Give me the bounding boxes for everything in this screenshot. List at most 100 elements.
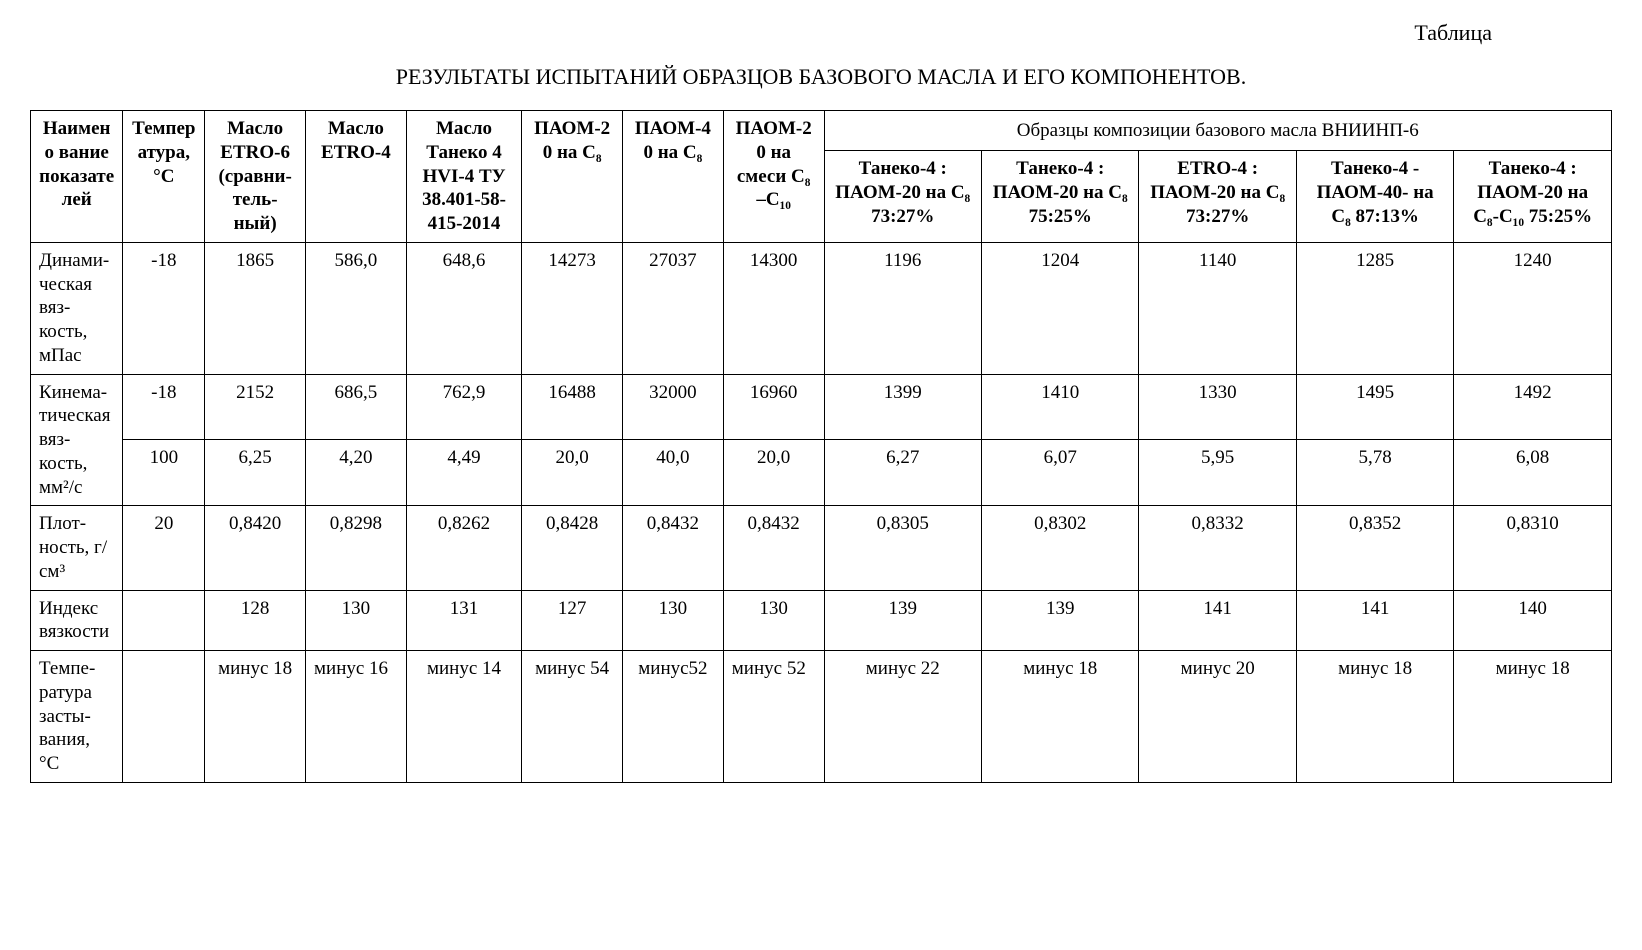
cell: 27037	[623, 242, 724, 374]
cell: 6,25	[205, 440, 306, 506]
cell-temp: -18	[123, 374, 205, 440]
table-row: Динами-ческая вяз-кость, мПас -18 1865 5…	[31, 242, 1612, 374]
col-etro4: Масло ETRO-4	[306, 111, 407, 243]
cell-name: Индекс вязкости	[31, 590, 123, 651]
table-head: Наимено вание показате лей Темпер атура,…	[31, 111, 1612, 243]
col-sub1: Танеко-4 : ПАОМ-20 на C₈ 73:27%	[824, 151, 981, 243]
cell: 0,8305	[824, 506, 981, 590]
cell: 6,07	[982, 440, 1139, 506]
cell: 586,0	[306, 242, 407, 374]
col-etro6: Масло ETRO-6 (сравни-тель-ный)	[205, 111, 306, 243]
cell: 141	[1139, 590, 1296, 651]
cell: 131	[406, 590, 521, 651]
cell-name: Плот-ность, г/см³	[31, 506, 123, 590]
cell-name: Кинема-тическая вяз-кость, мм²/с	[31, 374, 123, 506]
page: Таблица РЕЗУЛЬТАТЫ ИСПЫТАНИЙ ОБРАЗЦОВ БА…	[0, 0, 1642, 823]
cell: 0,8302	[982, 506, 1139, 590]
cell-temp	[123, 590, 205, 651]
col-name: Наимено вание показате лей	[31, 111, 123, 243]
cell: 0,8420	[205, 506, 306, 590]
cell: 1492	[1454, 374, 1612, 440]
cell: минус 18	[982, 651, 1139, 783]
cell-temp: 20	[123, 506, 205, 590]
cell: 127	[522, 590, 623, 651]
table-body: Динами-ческая вяз-кость, мПас -18 1865 5…	[31, 242, 1612, 782]
table-row: 100 6,25 4,20 4,49 20,0 40,0 20,0 6,27 6…	[31, 440, 1612, 506]
cell: 648,6	[406, 242, 521, 374]
cell: минус 16	[306, 651, 407, 783]
col-temp: Темпер атура, °C	[123, 111, 205, 243]
cell-name: Динами-ческая вяз-кость, мПас	[31, 242, 123, 374]
cell: минус 22	[824, 651, 981, 783]
col-sub4: Танеко-4 - ПАОМ-40- на C₈ 87:13%	[1296, 151, 1453, 243]
col-taneko4: Масло Танеко 4 HVI-4 ТУ 38.401-58-415-20…	[406, 111, 521, 243]
cell: 2152	[205, 374, 306, 440]
col-paom40c8: ПАОМ-40 на C₈	[623, 111, 724, 243]
table-row: Кинема-тическая вяз-кость, мм²/с -18 215…	[31, 374, 1612, 440]
cell-temp: -18	[123, 242, 205, 374]
table-row: Индекс вязкости 128 130 131 127 130 130 …	[31, 590, 1612, 651]
cell: 0,8310	[1454, 506, 1612, 590]
cell: 20,0	[522, 440, 623, 506]
cell: 0,8298	[306, 506, 407, 590]
cell: 0,8352	[1296, 506, 1453, 590]
cell: 1285	[1296, 242, 1453, 374]
cell: минус 20	[1139, 651, 1296, 783]
col-sub5: Танеко-4 : ПАОМ-20 на C₈-C₁₀ 75:25%	[1454, 151, 1612, 243]
cell: 130	[723, 590, 824, 651]
col-group-head: Образцы композиции базового масла ВНИИНП…	[824, 111, 1611, 151]
cell: 1495	[1296, 374, 1453, 440]
cell: 14273	[522, 242, 623, 374]
cell: 16960	[723, 374, 824, 440]
cell: 1204	[982, 242, 1139, 374]
cell: 130	[623, 590, 724, 651]
cell: 139	[982, 590, 1139, 651]
cell: 0,8432	[623, 506, 724, 590]
table-row: Плот-ность, г/см³ 20 0,8420 0,8298 0,826…	[31, 506, 1612, 590]
header-row-1: Наимено вание показате лей Темпер атура,…	[31, 111, 1612, 151]
cell: 1196	[824, 242, 981, 374]
cell: 1140	[1139, 242, 1296, 374]
cell: 4,20	[306, 440, 407, 506]
cell-temp: 100	[123, 440, 205, 506]
cell: 40,0	[623, 440, 724, 506]
table-label: Таблица	[30, 20, 1612, 46]
cell: 128	[205, 590, 306, 651]
cell: 0,8262	[406, 506, 521, 590]
cell: 20,0	[723, 440, 824, 506]
cell: минус 18	[1296, 651, 1453, 783]
cell: 139	[824, 590, 981, 651]
cell-name: Темпе-ратура засты-вания, °C	[31, 651, 123, 783]
cell: 762,9	[406, 374, 521, 440]
table-row: Темпе-ратура засты-вания, °C минус 18 ми…	[31, 651, 1612, 783]
cell: минус 18	[205, 651, 306, 783]
cell: 5,95	[1139, 440, 1296, 506]
cell: 6,27	[824, 440, 981, 506]
cell: 1240	[1454, 242, 1612, 374]
cell: минус 54	[522, 651, 623, 783]
cell: 0,8428	[522, 506, 623, 590]
cell: 1410	[982, 374, 1139, 440]
cell: 1399	[824, 374, 981, 440]
cell: 32000	[623, 374, 724, 440]
cell: 4,49	[406, 440, 521, 506]
cell: 140	[1454, 590, 1612, 651]
cell: 130	[306, 590, 407, 651]
page-title: РЕЗУЛЬТАТЫ ИСПЫТАНИЙ ОБРАЗЦОВ БАЗОВОГО М…	[30, 64, 1612, 90]
cell: 1330	[1139, 374, 1296, 440]
cell: 6,08	[1454, 440, 1612, 506]
cell: минус52	[623, 651, 724, 783]
cell: 686,5	[306, 374, 407, 440]
cell: 5,78	[1296, 440, 1453, 506]
cell: 14300	[723, 242, 824, 374]
cell: 141	[1296, 590, 1453, 651]
cell: 16488	[522, 374, 623, 440]
cell: минус 52	[723, 651, 824, 783]
cell: 0,8432	[723, 506, 824, 590]
col-sub3: ETRO-4 : ПАОМ-20 на C₈ 73:27%	[1139, 151, 1296, 243]
cell: минус 18	[1454, 651, 1612, 783]
cell: 1865	[205, 242, 306, 374]
col-paom20c8: ПАОМ-20 на C₈	[522, 111, 623, 243]
results-table: Наимено вание показате лей Темпер атура,…	[30, 110, 1612, 783]
cell: 0,8332	[1139, 506, 1296, 590]
